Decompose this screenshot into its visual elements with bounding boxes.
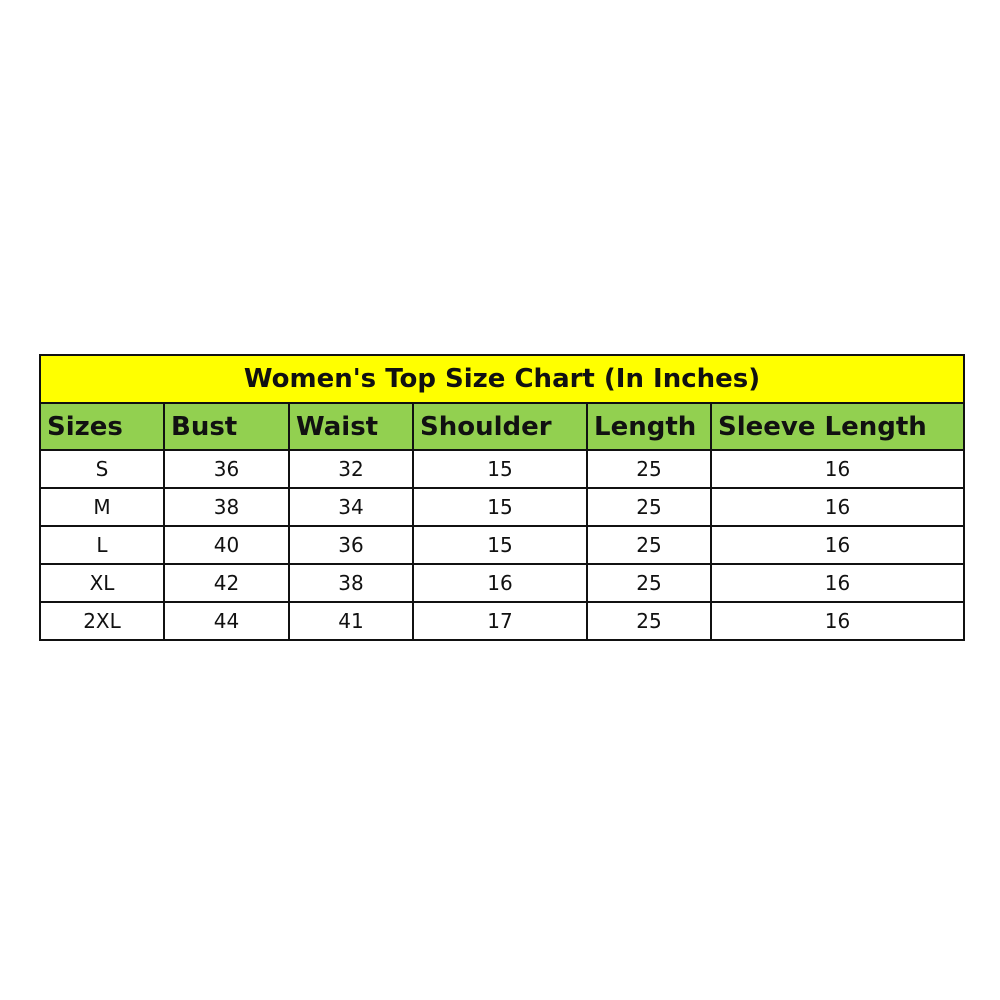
table-cell: L <box>39 525 165 565</box>
table-cell: 15 <box>412 487 588 527</box>
table-row: S 36 32 15 25 16 <box>39 449 966 489</box>
table-cell: 32 <box>288 449 414 489</box>
table-cell: 25 <box>586 525 712 565</box>
table-cell: M <box>39 487 165 527</box>
table-cell: 36 <box>288 525 414 565</box>
table-cell: 2XL <box>39 601 165 641</box>
table-cell: 25 <box>586 563 712 603</box>
table-cell: 38 <box>163 487 290 527</box>
table-cell: 44 <box>163 601 290 641</box>
header-row: Sizes Bust Waist Shoulder Length Sleeve Lengt… <box>39 402 966 451</box>
table-cell: 40 <box>163 525 290 565</box>
column-header: Waist <box>288 402 414 451</box>
table-row: 2XL 44 41 17 25 16 <box>39 601 966 641</box>
table-row: M 38 34 15 25 16 <box>39 487 966 527</box>
table-cell: 34 <box>288 487 414 527</box>
table-cell: 16 <box>412 563 588 603</box>
table-cell: 36 <box>163 449 290 489</box>
column-header: Sizes <box>39 402 165 451</box>
table-cell: 25 <box>586 487 712 527</box>
column-header: Length <box>586 402 712 451</box>
table-title: Women's Top Size Chart (In Inches) <box>38 354 966 404</box>
table-cell: 16 <box>709 525 966 565</box>
table-cell: 38 <box>288 563 414 603</box>
column-header: Shoulder <box>412 402 588 451</box>
table-cell: 17 <box>412 601 588 641</box>
table-cell: 25 <box>586 449 712 489</box>
table-row: L 40 36 15 25 16 <box>39 525 966 565</box>
table-cell: 41 <box>288 601 414 641</box>
table-cell: 16 <box>709 563 966 603</box>
table-cell: 16 <box>709 449 966 489</box>
table-cell: XL <box>39 563 165 603</box>
table-cell: 16 <box>709 601 966 641</box>
table-cell: S <box>39 449 165 489</box>
table-cell: 25 <box>586 601 712 641</box>
table-cell: 42 <box>163 563 290 603</box>
column-header: Bust <box>163 402 290 451</box>
table-cell: 15 <box>412 525 588 565</box>
table-row: XL 42 38 16 25 16 <box>39 563 966 603</box>
size-chart-table: Women's Top Size Chart (In Inches) Sizes… <box>38 354 966 641</box>
column-header: Sleeve Length <box>709 402 966 451</box>
table-cell: 16 <box>709 487 966 527</box>
table-cell: 15 <box>412 449 588 489</box>
